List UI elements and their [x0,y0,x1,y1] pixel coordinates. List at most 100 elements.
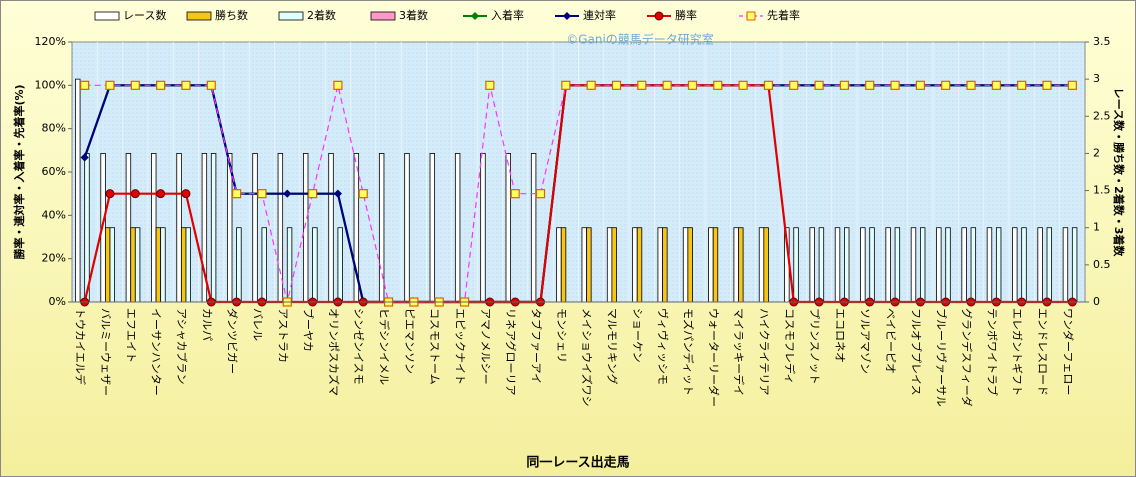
x-tick-label: ブーヤカ [302,308,316,352]
bar [581,227,587,303]
marker [662,80,672,90]
x-tick-label: ソルアマゾン [859,308,872,374]
x-tick-label: タブファーアイ [530,308,544,384]
bar [160,227,166,303]
y-tick-label: 120% [35,35,66,48]
bar [919,227,926,303]
marker [763,80,774,90]
bar [75,78,81,303]
y2-tick-label: 1.5 [1093,184,1111,197]
marker [156,189,166,199]
bar [970,227,977,303]
x-tick-label: ハイクライテリア [757,308,770,395]
bar [1071,227,1078,303]
bar [860,227,866,303]
x-tick-label: エンドレスロード [1036,308,1049,396]
bar [793,227,799,303]
bar [894,227,901,303]
legend-swatch [186,11,212,21]
x-tick-label: ショーケン [631,308,644,363]
bar [961,227,967,303]
marker [637,80,647,90]
x-tick-label: ベイビーピオ [884,308,897,374]
legend-marker [746,11,756,21]
marker [206,80,216,90]
bar [378,153,385,303]
marker [713,80,723,90]
marker [586,80,596,90]
legend-label: レース数 [123,9,166,22]
x-tick-label: ヒデシンイメル [378,308,392,385]
marker [485,80,495,90]
bar [530,153,537,303]
x-tick-label: エフエイト [124,308,137,363]
x-tick-label: シンゼンイスモ [352,308,365,385]
marker [156,80,166,90]
marker [257,189,267,199]
bar [763,227,769,303]
marker [865,80,875,90]
y2-tick-label: 0.5 [1093,258,1111,271]
bar [1037,227,1043,303]
bar [505,153,511,303]
bar [662,227,668,303]
marker [105,80,115,90]
marker [991,80,1001,90]
x-tick-label: マルモリキング [605,308,619,385]
bar [134,227,141,303]
bar [404,153,410,303]
y-axis-title: 勝率・連対率・入着率・先着率(%) [12,84,26,259]
marker [814,80,824,90]
bar [606,227,613,303]
legend-label: 先着率 [767,8,800,22]
legend-marker [471,12,479,20]
bar [910,227,917,303]
bar [611,227,617,303]
marker [307,189,318,199]
x-tick-label: バルミーウェザー [99,308,112,396]
bar [834,227,841,303]
x-tick-label: エコロネオ [833,308,846,363]
bar [176,153,182,303]
x-tick-label: リネアグローリア [504,308,518,395]
y-tick-label: 20% [42,252,66,265]
bar [636,227,643,303]
bar [809,227,815,303]
legend-label: 2着数 [307,8,336,22]
bar [869,227,875,303]
x-tick-label: オリンポスカズマ [327,308,341,396]
marker [611,80,622,90]
x-tick-label: メイショウイズワシ [580,308,594,407]
marker [1042,80,1052,90]
y2-axis-title: レース数・勝ち数・2着数・3着数 [1112,88,1126,258]
x-tick-label: ワンダーフェロー [1061,308,1075,395]
y2-tick-label: 2 [1093,146,1100,159]
legend-label: 勝率 [675,8,697,22]
bar [180,227,187,303]
marker [738,80,748,90]
bar [328,153,334,303]
x-tick-label: プリンスノット [808,308,821,385]
bar [687,227,693,303]
bar [556,227,562,303]
marker [890,80,900,90]
bar [708,227,714,303]
bar [1012,227,1018,303]
x-tick-label: ウォーターリーダー [707,308,721,407]
y-tick-label: 100% [35,78,66,91]
x-tick-label: ピエマンソン [403,308,416,374]
x-tick-label: カルパ [200,308,213,341]
bar [210,153,217,303]
y2-tick-label: 0 [1093,295,1100,308]
bar [986,227,993,303]
bar [885,227,891,303]
bar [936,227,942,303]
x-axis-title: 同一レース出走馬 [526,455,629,471]
bar [733,227,739,303]
bar [712,227,719,303]
marker [535,189,546,199]
watermark: ©Ganiの競馬データ研究室 [566,32,714,47]
bar [758,227,765,303]
marker [130,189,140,199]
